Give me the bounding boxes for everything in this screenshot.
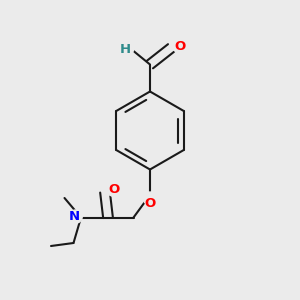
Circle shape [120,43,134,56]
Circle shape [143,192,157,205]
Text: O: O [144,196,156,209]
Text: N: N [68,210,80,223]
Text: H: H [120,43,131,56]
Text: O: O [109,183,120,196]
Circle shape [107,183,120,196]
Circle shape [69,210,82,223]
Text: O: O [175,40,186,53]
Circle shape [173,40,186,53]
